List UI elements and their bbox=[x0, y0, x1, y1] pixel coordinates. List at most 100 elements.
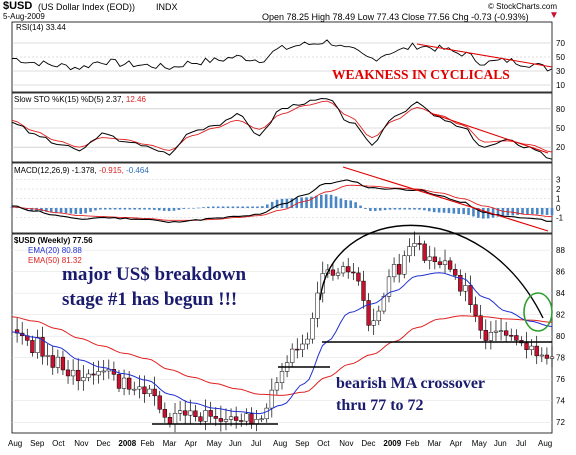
candle-down bbox=[50, 355, 55, 368]
quote-line: Open 78.25 High 78.49 Low 77.43 Close 77… bbox=[262, 12, 529, 22]
candle-up bbox=[386, 276, 392, 297]
macd-histogram-bar bbox=[202, 207, 205, 208]
candle-down bbox=[453, 269, 458, 276]
candle-up bbox=[45, 355, 50, 357]
candle-down bbox=[239, 420, 244, 422]
macd-histogram-bar bbox=[457, 208, 461, 215]
price-tick-label: 74 bbox=[556, 397, 565, 406]
sto-label-b: 12.46 bbox=[125, 95, 146, 104]
candle-down bbox=[218, 418, 224, 422]
x-tick-label: Sep bbox=[30, 439, 45, 448]
macd-histogram-bar bbox=[143, 208, 146, 210]
sto-d-line bbox=[11, 100, 553, 153]
rsi-tick-label: 70 bbox=[556, 39, 565, 48]
candle-down bbox=[447, 260, 453, 270]
macd-histogram-bar bbox=[74, 208, 78, 214]
candle-up bbox=[55, 356, 60, 368]
candle-down bbox=[458, 275, 463, 292]
candle-up bbox=[137, 386, 142, 390]
x-tick-label: Dec bbox=[96, 439, 110, 448]
macd-histogram-bar bbox=[383, 208, 387, 211]
macd-histogram-bar bbox=[452, 208, 456, 214]
x-tick-label: May bbox=[472, 439, 487, 448]
rsi-line bbox=[11, 39, 553, 72]
macd-histogram-bar bbox=[481, 208, 485, 219]
macd-histogram-bar bbox=[501, 208, 505, 216]
candle-down bbox=[417, 243, 422, 245]
macd-histogram-bar bbox=[167, 208, 171, 212]
price-tick-label: 76 bbox=[556, 375, 565, 384]
macd-histogram-bar bbox=[84, 208, 87, 214]
macd-histogram-bar bbox=[516, 208, 519, 215]
candle-down bbox=[295, 348, 300, 351]
candle-down bbox=[198, 416, 203, 422]
macd-histogram-bar bbox=[187, 208, 191, 209]
x-tick-label: 2008 bbox=[118, 439, 136, 448]
macd-histogram-bar bbox=[329, 194, 333, 208]
candle-down bbox=[330, 269, 336, 276]
watermark: © StockCharts.com bbox=[488, 2, 558, 11]
macd-label-b: -0.915, bbox=[98, 166, 124, 175]
candle-up bbox=[371, 320, 376, 326]
candle-down bbox=[183, 410, 188, 416]
candle-up bbox=[539, 354, 544, 357]
macd-tick-label: -1 bbox=[556, 214, 564, 223]
macd-histogram-bar bbox=[310, 196, 313, 208]
ema50-line bbox=[11, 315, 553, 396]
ema50-label: EMA(50) 81.32 bbox=[28, 256, 82, 265]
candle-down bbox=[361, 280, 366, 301]
ema20-line bbox=[11, 272, 553, 415]
candle-up bbox=[132, 388, 137, 391]
x-tick-label: Feb bbox=[406, 439, 420, 448]
macd-histogram-bar bbox=[157, 208, 161, 211]
macd-signal-line bbox=[11, 184, 553, 221]
rounding-top-arc bbox=[319, 224, 544, 319]
macd-histogram-bar bbox=[113, 208, 117, 210]
macd-histogram-bar bbox=[197, 207, 200, 209]
macd-histogram-bar bbox=[477, 208, 480, 218]
macd-histogram-bar bbox=[221, 206, 225, 208]
rsi-tick-label: 50 bbox=[556, 53, 565, 62]
x-tick-label: Nov bbox=[339, 439, 353, 448]
candle-up bbox=[305, 338, 310, 345]
x-tick-label: Sep bbox=[295, 439, 310, 448]
price-tick-label: 84 bbox=[556, 289, 565, 298]
macd-histogram-bar bbox=[531, 208, 534, 215]
macd-histogram-bar bbox=[300, 197, 303, 208]
price-label: $USD (Weekly) 77.56 bbox=[14, 236, 93, 245]
price-tick-label: 78 bbox=[556, 354, 565, 363]
macd-histogram-bar bbox=[378, 208, 382, 211]
candle-down bbox=[351, 271, 356, 274]
macd-histogram-bar bbox=[251, 206, 254, 208]
candle-up bbox=[300, 343, 305, 350]
candle-up bbox=[279, 371, 285, 384]
price-tick-label: 80 bbox=[556, 332, 565, 341]
annotation-breakdown-2: stage #1 has begun !!! bbox=[62, 289, 238, 310]
macd-tick-label: 1 bbox=[556, 195, 561, 204]
macd-histogram-bar bbox=[369, 208, 372, 211]
candle-up bbox=[223, 419, 229, 422]
macd-histogram-bar bbox=[172, 208, 176, 211]
macd-histogram-bar bbox=[319, 194, 323, 208]
candle-down bbox=[76, 369, 81, 382]
sto-panel bbox=[11, 92, 553, 163]
macd-histogram-bar bbox=[427, 208, 431, 212]
candle-down bbox=[65, 369, 71, 377]
candle-down bbox=[346, 266, 351, 273]
x-tick-label: Aug bbox=[273, 439, 287, 448]
macd-label: MACD(12,26,9) -1.378, -0.915, -0.464 bbox=[14, 166, 149, 175]
macd-label-a: MACD(12,26,9) -1.378, bbox=[14, 166, 97, 175]
candle-down bbox=[208, 410, 213, 417]
candle-down bbox=[509, 335, 514, 337]
macd-histogram-bar bbox=[388, 208, 392, 210]
annotation-cyclicals: WEAKNESS IN CYCLICALS bbox=[332, 67, 510, 82]
ema20-label: EMA(20) 80.88 bbox=[28, 246, 82, 255]
candle-down bbox=[524, 342, 529, 350]
candle-down bbox=[167, 417, 173, 425]
macd-histogram-bar bbox=[30, 208, 33, 211]
macd-panel bbox=[11, 162, 553, 234]
x-tick-label: 2009 bbox=[383, 439, 401, 448]
macd-trendline bbox=[342, 166, 549, 232]
candle-up bbox=[391, 264, 397, 278]
